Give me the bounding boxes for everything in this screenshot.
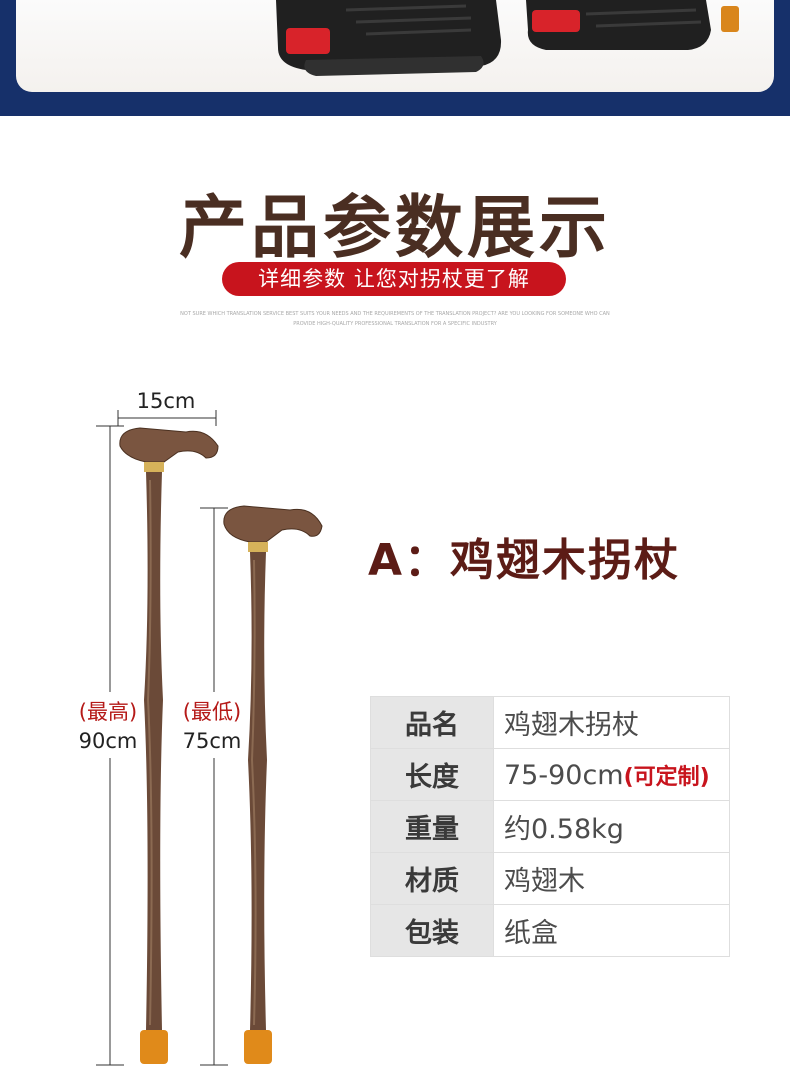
max-height-value: 90cm	[78, 729, 138, 753]
spec-row-name: 品名 鸡翅木拐杖	[370, 696, 730, 749]
cane-illustration	[96, 410, 323, 1066]
product-heading: A：鸡翅木拐杖	[368, 535, 681, 586]
handle-width-label: 15cm	[136, 389, 196, 413]
spec-value: 纸盒	[493, 904, 730, 957]
spec-value-cell: 75-90cm(可定制)	[493, 748, 730, 801]
shoe-image-left	[276, 0, 502, 76]
subtitle-pill: 详细参数 让您对拐杖更了解	[222, 262, 566, 296]
spec-value: 约0.58kg	[493, 800, 730, 853]
spec-value: 鸡翅木	[493, 852, 730, 905]
spec-key: 长度	[370, 748, 494, 801]
spec-row-weight: 重量 约0.58kg	[370, 800, 730, 853]
spec-key: 包装	[370, 904, 494, 957]
spec-table: 品名 鸡翅木拐杖 长度 75-90cm(可定制) 重量 约0.58kg 材质 鸡…	[370, 696, 730, 957]
fine-print-line-1: NOT SURE WHICH TRANSLATION SERVICE BEST …	[180, 311, 610, 317]
fine-print-line-2: PROVIDE HIGH-QUALITY PROFESSIONAL TRANSL…	[293, 321, 497, 327]
spec-row-length: 长度 75-90cm(可定制)	[370, 748, 730, 801]
spec-row-packaging: 包装 纸盒	[370, 904, 730, 957]
max-height-dimension-line	[96, 425, 124, 1066]
cane-tall	[119, 427, 219, 1064]
width-dimension-line	[117, 410, 217, 426]
spec-key: 材质	[370, 852, 494, 905]
spec-row-material: 材质 鸡翅木	[370, 852, 730, 905]
spec-key: 品名	[370, 696, 494, 749]
cane-short	[223, 505, 323, 1064]
section-title: 产品参数展示	[178, 189, 611, 268]
min-height-value: 75cm	[182, 729, 242, 753]
max-height-tag: (最高)	[78, 700, 138, 724]
spec-value: 鸡翅木拐杖	[493, 696, 730, 749]
shoe-image-right	[526, 0, 739, 50]
min-height-tag: (最低)	[182, 700, 242, 724]
spec-value: 75-90cm	[504, 759, 624, 791]
min-height-dimension-line	[200, 507, 228, 1066]
custom-note: (可定制)	[623, 764, 710, 790]
decorative-fine-print: NOT SURE WHICH TRANSLATION SERVICE BEST …	[150, 309, 640, 329]
spec-key: 重量	[370, 800, 494, 853]
shoe-photo-card	[16, 0, 774, 92]
